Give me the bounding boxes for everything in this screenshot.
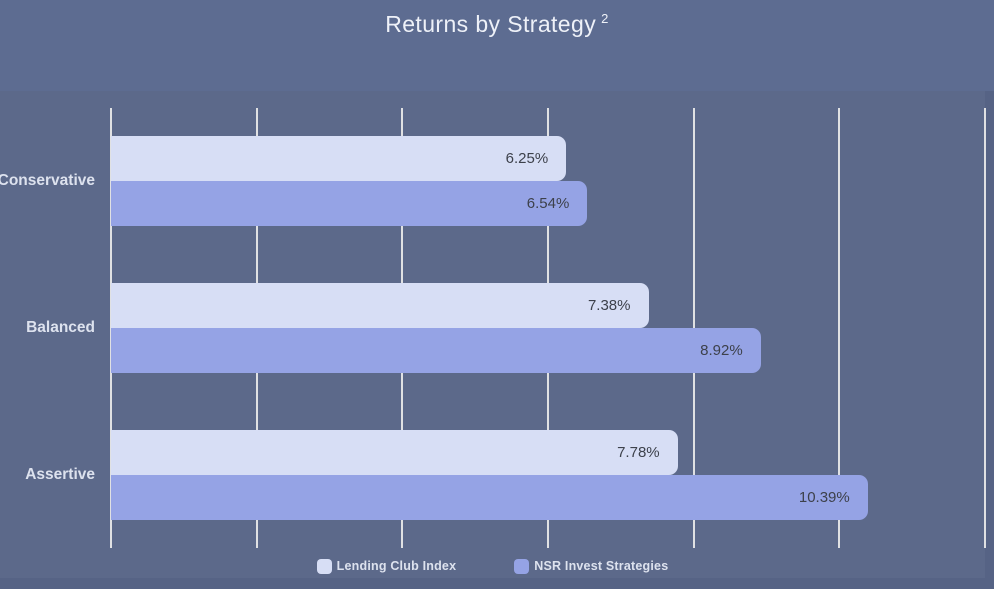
bar-value-label: 7.78% [617, 443, 660, 461]
bar-group-assertive: 7.78% 10.39% [111, 401, 985, 548]
legend-label: NSR Invest Strategies [534, 559, 669, 573]
gridline-12pct [984, 108, 986, 548]
bar-conservative-lending-club-index[interactable]: 6.25% [111, 136, 567, 182]
plot-area: 6.25% 6.54% 7.38% 8.92% 7.78% 10.39% [110, 108, 986, 548]
legend-swatch-icon [316, 558, 332, 574]
legend-item-lending-club-index[interactable]: Lending Club Index [316, 558, 457, 574]
chart-title-superscript: 2 [601, 11, 609, 27]
bar-balanced-lending-club-index[interactable]: 7.38% [111, 282, 649, 328]
bar-group-balanced: 7.38% 8.92% [111, 255, 985, 402]
chart-title: Returns by Strategy 2 [0, 0, 994, 38]
legend: Lending Club Index NSR Invest Strategies [0, 557, 985, 575]
bar-assertive-lending-club-index[interactable]: 7.78% [111, 429, 678, 475]
bar-value-label: 7.38% [587, 296, 631, 314]
chart-widget: 6.25% 6.54% 7.38% 8.92% 7.78% 10.39% Conserva… [0, 91, 986, 578]
chart-title-text: Returns by Strategy [385, 11, 597, 37]
bar-assertive-nsr-invest-strategies[interactable]: 10.39% [111, 474, 868, 520]
bar-value-label: 6.54% [526, 195, 570, 213]
gridline-10pct [838, 108, 841, 548]
bar-value-label: 8.92% [700, 341, 743, 359]
category-label-conservative: Conservative [0, 172, 95, 190]
category-label-assertive: Assertive [25, 465, 95, 483]
chart-header: Returns by Strategy 2 [0, 0, 994, 91]
legend-label: Lending Club Index [336, 559, 457, 573]
bar-balanced-nsr-invest-strategies[interactable]: 8.92% [111, 327, 761, 373]
bar-value-label: 10.39% [798, 488, 850, 506]
category-label-balanced: Balanced [26, 318, 95, 336]
category-axis-labels: Conservative Balanced Assertive [0, 108, 97, 548]
bar-group-conservative: 6.25% 6.54% [111, 108, 985, 255]
bar-conservative-nsr-invest-strategies[interactable]: 6.54% [111, 181, 588, 227]
legend-item-nsr-invest-strategies[interactable]: NSR Invest Strategies [514, 558, 669, 574]
bar-value-label: 6.25% [505, 150, 549, 168]
legend-swatch-icon [514, 558, 530, 574]
